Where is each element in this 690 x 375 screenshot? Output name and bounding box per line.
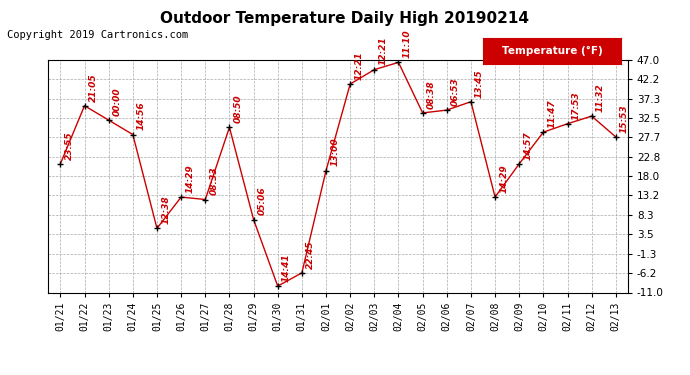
Text: Copyright 2019 Cartronics.com: Copyright 2019 Cartronics.com (7, 30, 188, 40)
Text: 08:50: 08:50 (234, 94, 243, 123)
Text: 12:21: 12:21 (355, 51, 364, 80)
Text: 13:45: 13:45 (475, 69, 484, 98)
Text: 12:21: 12:21 (379, 37, 388, 66)
Text: 17:53: 17:53 (572, 91, 581, 120)
Text: 23:55: 23:55 (65, 131, 74, 160)
Text: 13:00: 13:00 (331, 138, 339, 166)
Text: 21:05: 21:05 (89, 73, 98, 102)
Text: 06:53: 06:53 (451, 77, 460, 106)
Text: 08:38: 08:38 (427, 80, 436, 109)
Text: 11:47: 11:47 (548, 99, 557, 128)
Text: 22:45: 22:45 (306, 240, 315, 269)
Text: 12:38: 12:38 (161, 196, 170, 224)
Text: 14:41: 14:41 (282, 253, 291, 282)
Text: 05:06: 05:06 (258, 187, 267, 215)
Text: 00:00: 00:00 (113, 87, 122, 116)
Text: 08:33: 08:33 (210, 167, 219, 195)
Text: 14:57: 14:57 (524, 131, 533, 160)
Text: Temperature (°F): Temperature (°F) (502, 46, 602, 56)
Text: 11:32: 11:32 (596, 83, 605, 112)
Text: 14:56: 14:56 (137, 102, 146, 130)
Text: Outdoor Temperature Daily High 20190214: Outdoor Temperature Daily High 20190214 (161, 11, 529, 26)
Text: 11:10: 11:10 (403, 30, 412, 58)
Text: 14:29: 14:29 (186, 164, 195, 193)
Text: 15:53: 15:53 (620, 104, 629, 133)
Text: 14:29: 14:29 (500, 164, 509, 193)
